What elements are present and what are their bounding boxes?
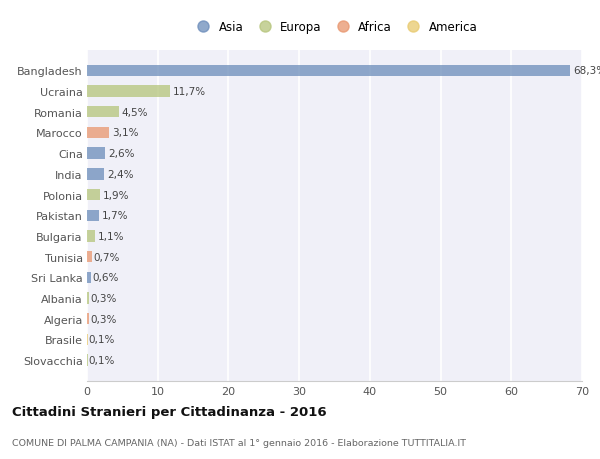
Bar bbox=[87, 313, 89, 325]
Text: 0,7%: 0,7% bbox=[93, 252, 119, 262]
Bar bbox=[87, 190, 100, 201]
Legend: Asia, Europa, Africa, America: Asia, Europa, Africa, America bbox=[187, 17, 482, 39]
Bar bbox=[87, 272, 91, 283]
Text: 0,6%: 0,6% bbox=[92, 273, 119, 283]
Bar bbox=[87, 148, 106, 159]
Bar bbox=[87, 107, 119, 118]
Text: 0,3%: 0,3% bbox=[90, 293, 116, 303]
Text: 4,5%: 4,5% bbox=[122, 107, 148, 118]
Bar bbox=[87, 293, 89, 304]
Text: 1,7%: 1,7% bbox=[102, 211, 128, 221]
Text: 11,7%: 11,7% bbox=[173, 87, 206, 97]
Text: COMUNE DI PALMA CAMPANIA (NA) - Dati ISTAT al 1° gennaio 2016 - Elaborazione TUT: COMUNE DI PALMA CAMPANIA (NA) - Dati IST… bbox=[12, 438, 466, 447]
Bar bbox=[87, 355, 88, 366]
Text: 1,1%: 1,1% bbox=[98, 231, 124, 241]
Bar bbox=[87, 334, 88, 345]
Bar bbox=[87, 231, 95, 242]
Bar bbox=[87, 86, 170, 97]
Bar bbox=[87, 66, 570, 77]
Bar bbox=[87, 252, 92, 263]
Text: 3,1%: 3,1% bbox=[112, 128, 138, 138]
Text: Cittadini Stranieri per Cittadinanza - 2016: Cittadini Stranieri per Cittadinanza - 2… bbox=[12, 405, 326, 419]
Text: 0,3%: 0,3% bbox=[90, 314, 116, 324]
Bar bbox=[87, 210, 99, 221]
Text: 2,6%: 2,6% bbox=[108, 149, 135, 159]
Text: 68,3%: 68,3% bbox=[573, 66, 600, 76]
Bar bbox=[87, 169, 104, 180]
Text: 1,9%: 1,9% bbox=[103, 190, 130, 200]
Bar bbox=[87, 128, 109, 139]
Text: 0,1%: 0,1% bbox=[89, 335, 115, 345]
Text: 0,1%: 0,1% bbox=[89, 355, 115, 365]
Text: 2,4%: 2,4% bbox=[107, 169, 133, 179]
